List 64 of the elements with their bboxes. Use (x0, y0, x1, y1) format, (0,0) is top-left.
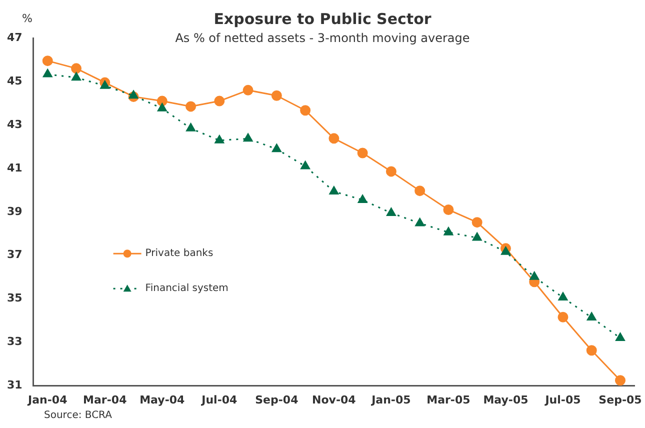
point (386, 166, 396, 177)
point (586, 312, 596, 321)
x-tick-label: Sep-05 (598, 393, 642, 406)
point (128, 90, 138, 99)
y-tick-label: 41 (6, 161, 22, 174)
y-tick-label: 33 (6, 335, 22, 348)
point (243, 133, 253, 142)
point (530, 272, 539, 280)
point (300, 161, 310, 170)
chart-title: Exposure to Public Sector (214, 10, 432, 28)
point (271, 90, 282, 101)
x-tick-label: Jul-04 (200, 393, 238, 406)
point (300, 105, 311, 116)
point (443, 204, 454, 215)
y-axis-title: % (22, 12, 32, 25)
y-tick-label: 31 (6, 378, 22, 392)
x-tick-label: Jul-05 (544, 393, 581, 406)
x-tick-label: May-05 (483, 393, 528, 406)
x-tick-label: Nov-04 (312, 393, 356, 406)
point (386, 208, 396, 216)
x-tick-label: Sep-04 (255, 393, 299, 406)
legend-label: Financial system (145, 283, 228, 294)
y-tick-label: 39 (6, 204, 22, 218)
chart-subtitle: As % of netted assets - 3-month moving average (175, 31, 470, 45)
point (472, 217, 482, 228)
point (242, 84, 254, 96)
point (42, 69, 52, 78)
point (501, 246, 510, 255)
point (71, 63, 82, 74)
point (214, 135, 224, 144)
point (186, 123, 196, 132)
point (472, 232, 482, 241)
point (444, 227, 454, 236)
y-tick-label: 35 (6, 292, 22, 305)
point (329, 186, 339, 194)
legend-label: Private banks (145, 248, 214, 260)
y-tick-label: 43 (6, 118, 22, 131)
point (186, 101, 196, 112)
x-tick-label: Mar-04 (83, 393, 128, 406)
y-tick-label: 45 (6, 74, 22, 88)
point (42, 56, 53, 66)
point (272, 144, 282, 152)
point (558, 312, 568, 322)
point (100, 80, 110, 89)
x-tick-label: Jan-05 (370, 393, 411, 406)
point (158, 103, 167, 112)
point (156, 96, 168, 106)
point (328, 133, 340, 144)
x-tick-label: May-04 (140, 393, 186, 406)
point (72, 72, 81, 81)
point (358, 194, 368, 203)
point (586, 345, 597, 356)
point (616, 332, 625, 341)
point (415, 218, 424, 226)
x-tick-label: Jan-04 (27, 393, 68, 406)
point (414, 186, 426, 196)
point (558, 292, 568, 301)
source-note: Source: BCRA (44, 410, 112, 421)
x-tick-label: Mar-05 (426, 393, 470, 406)
y-tick-label: 37 (6, 248, 22, 262)
y-tick-label: 47 (6, 30, 22, 44)
point (614, 375, 626, 386)
point (357, 148, 368, 158)
point (214, 96, 225, 106)
